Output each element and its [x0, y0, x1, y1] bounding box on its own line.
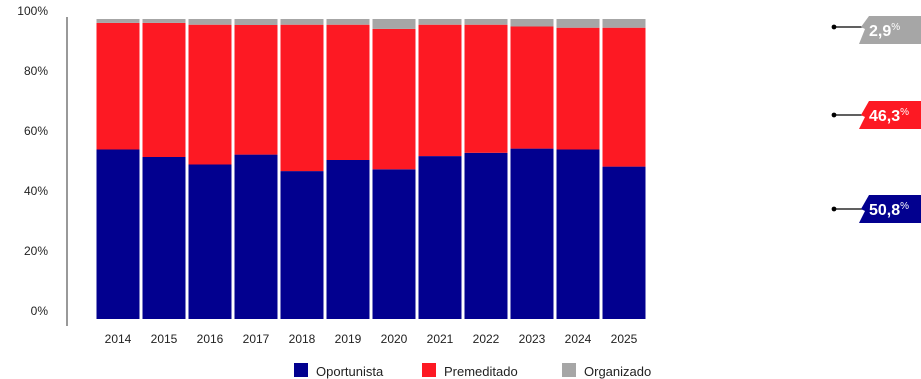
bar-segment-organizado-2014 [96, 19, 140, 23]
bar-segment-organizado-2025 [602, 19, 646, 28]
bar-segment-organizado-2022 [464, 19, 508, 25]
bar-segment-oportunista-2025 [602, 166, 646, 319]
legend-swatch [562, 363, 576, 377]
bar-segment-organizado-2023 [510, 19, 554, 27]
bar-segment-premeditado-2014 [96, 22, 140, 150]
callout-dot [831, 206, 837, 212]
callout-dot [831, 24, 837, 30]
y-tick-label: 80% [24, 64, 48, 78]
x-tick-label: 2022 [473, 332, 500, 346]
legend-item-organizado: Organizado [562, 363, 651, 379]
x-tick-label: 2016 [197, 332, 224, 346]
bar-segment-premeditado-2025 [602, 27, 646, 167]
y-tick-label: 100% [17, 4, 48, 18]
y-axis: 0% 20% 40% 60% 80% 100% [17, 4, 68, 326]
callout-premeditado: 46,3% [831, 101, 921, 129]
bar-segment-organizado-2016 [188, 19, 232, 25]
callout-organizado: 2,9% [831, 16, 921, 44]
bar-segment-organizado-2019 [326, 19, 370, 25]
bar-segment-organizado-2018 [280, 19, 324, 25]
bar-segment-oportunista-2020 [372, 169, 416, 319]
bars-group [96, 19, 646, 319]
callout-unit: % [900, 107, 909, 118]
callout-box [859, 101, 921, 129]
legend-item-premeditado: Premeditado [422, 363, 518, 379]
y-tick-label: 0% [31, 304, 49, 318]
bar-segment-oportunista-2017 [234, 154, 278, 319]
bar-segment-premeditado-2018 [280, 24, 324, 172]
x-tick-label: 2018 [289, 332, 316, 346]
callouts-group: 2,9% 46,3% 50,8% [831, 16, 921, 223]
legend-item-oportunista: Oportunista [294, 363, 384, 379]
legend: Oportunista Premeditado Organizado [294, 363, 651, 379]
bar-segment-premeditado-2015 [142, 22, 186, 158]
bar-segment-premeditado-2017 [234, 25, 278, 155]
legend-label: Organizado [584, 364, 651, 379]
legend-swatch [294, 363, 308, 377]
callout-box [859, 195, 921, 223]
x-tick-label: 2021 [427, 332, 454, 346]
bar-segment-oportunista-2023 [510, 148, 554, 319]
x-tick-label: 2024 [565, 332, 592, 346]
callout-oportunista: 50,8% [831, 195, 921, 223]
x-tick-label: 2019 [335, 332, 362, 346]
x-tick-label: 2023 [519, 332, 546, 346]
callout-value: 2,9% [869, 22, 900, 40]
callout-value: 50,8% [869, 201, 909, 219]
x-tick-label: 2014 [105, 332, 132, 346]
bar-segment-oportunista-2022 [464, 152, 508, 319]
callout-box [859, 16, 921, 44]
x-tick-label: 2025 [611, 332, 638, 346]
callout-dot [831, 112, 837, 118]
bar-segment-organizado-2021 [418, 19, 462, 25]
callout-unit: % [891, 22, 900, 33]
callout-value: 46,3% [869, 107, 909, 125]
bar-segment-premeditado-2021 [418, 24, 462, 157]
bar-segment-oportunista-2019 [326, 160, 370, 319]
bar-segment-organizado-2015 [142, 19, 186, 23]
legend-swatch [422, 363, 436, 377]
legend-label: Premeditado [444, 364, 518, 379]
bar-segment-premeditado-2019 [326, 24, 370, 161]
legend-label: Oportunista [316, 364, 384, 379]
bar-segment-organizado-2024 [556, 19, 600, 28]
bar-segment-oportunista-2018 [280, 171, 324, 319]
bar-segment-organizado-2020 [372, 19, 416, 29]
bar-segment-oportunista-2024 [556, 149, 600, 319]
bar-segment-oportunista-2016 [188, 164, 232, 319]
y-tick-label: 60% [24, 124, 48, 138]
x-axis-ticks: 2014 2015 2016 2017 2018 2019 2020 2021 2022 2023… [105, 332, 638, 346]
callout-unit: % [900, 201, 909, 212]
bar-segment-premeditado-2023 [510, 26, 554, 149]
bar-segment-premeditado-2022 [464, 24, 508, 153]
y-tick-label: 40% [24, 184, 48, 198]
bar-segment-oportunista-2021 [418, 156, 462, 319]
bar-segment-premeditado-2020 [372, 28, 416, 170]
x-tick-label: 2017 [243, 332, 270, 346]
bar-segment-oportunista-2015 [142, 157, 186, 319]
y-tick-label: 20% [24, 244, 48, 258]
bar-segment-organizado-2017 [234, 19, 278, 25]
bar-segment-oportunista-2014 [96, 149, 140, 319]
bar-segment-premeditado-2024 [556, 27, 600, 150]
bar-segment-premeditado-2016 [188, 24, 232, 165]
x-tick-label: 2015 [151, 332, 178, 346]
x-tick-label: 2020 [381, 332, 408, 346]
